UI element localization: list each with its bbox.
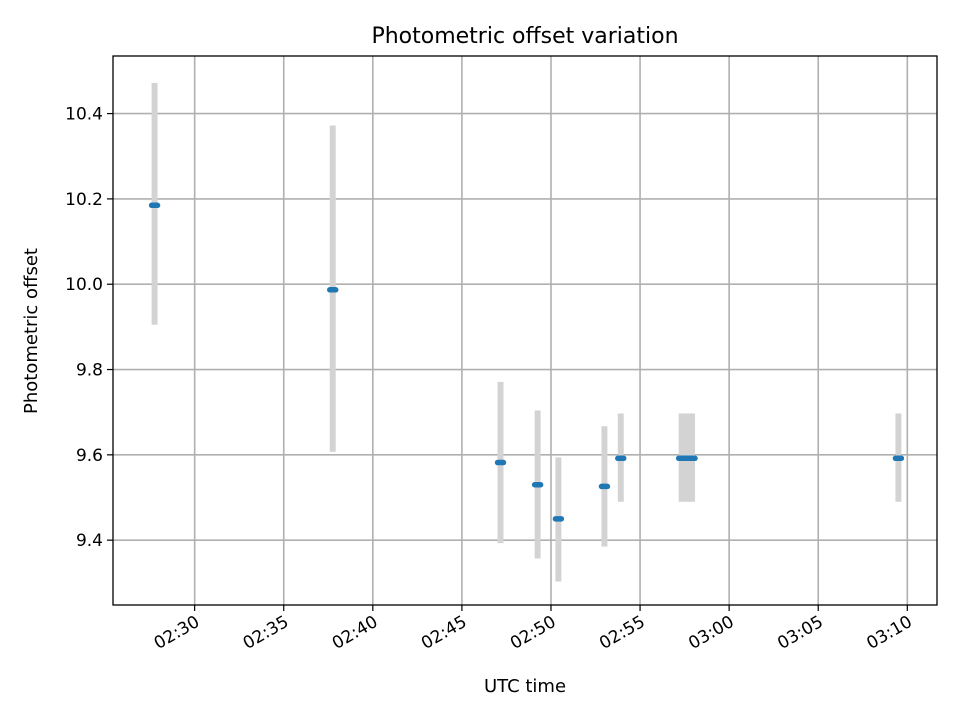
y-tick-label: 9.4: [76, 531, 103, 551]
grid-layer: [113, 56, 937, 605]
y-axis-label: Photometric offset: [21, 248, 42, 414]
y-tick-label: 10.2: [65, 190, 103, 210]
y-tick-label: 10.0: [65, 275, 103, 295]
y-tick-label: 9.8: [76, 361, 103, 381]
chart-title: Photometric offset variation: [371, 24, 678, 49]
y-tick-label: 9.6: [76, 446, 103, 466]
marker-layer: [148, 202, 905, 522]
plot-frame: [112, 55, 938, 606]
y-tick-label: 10.4: [65, 105, 103, 125]
x-axis-label: UTC time: [484, 676, 566, 697]
